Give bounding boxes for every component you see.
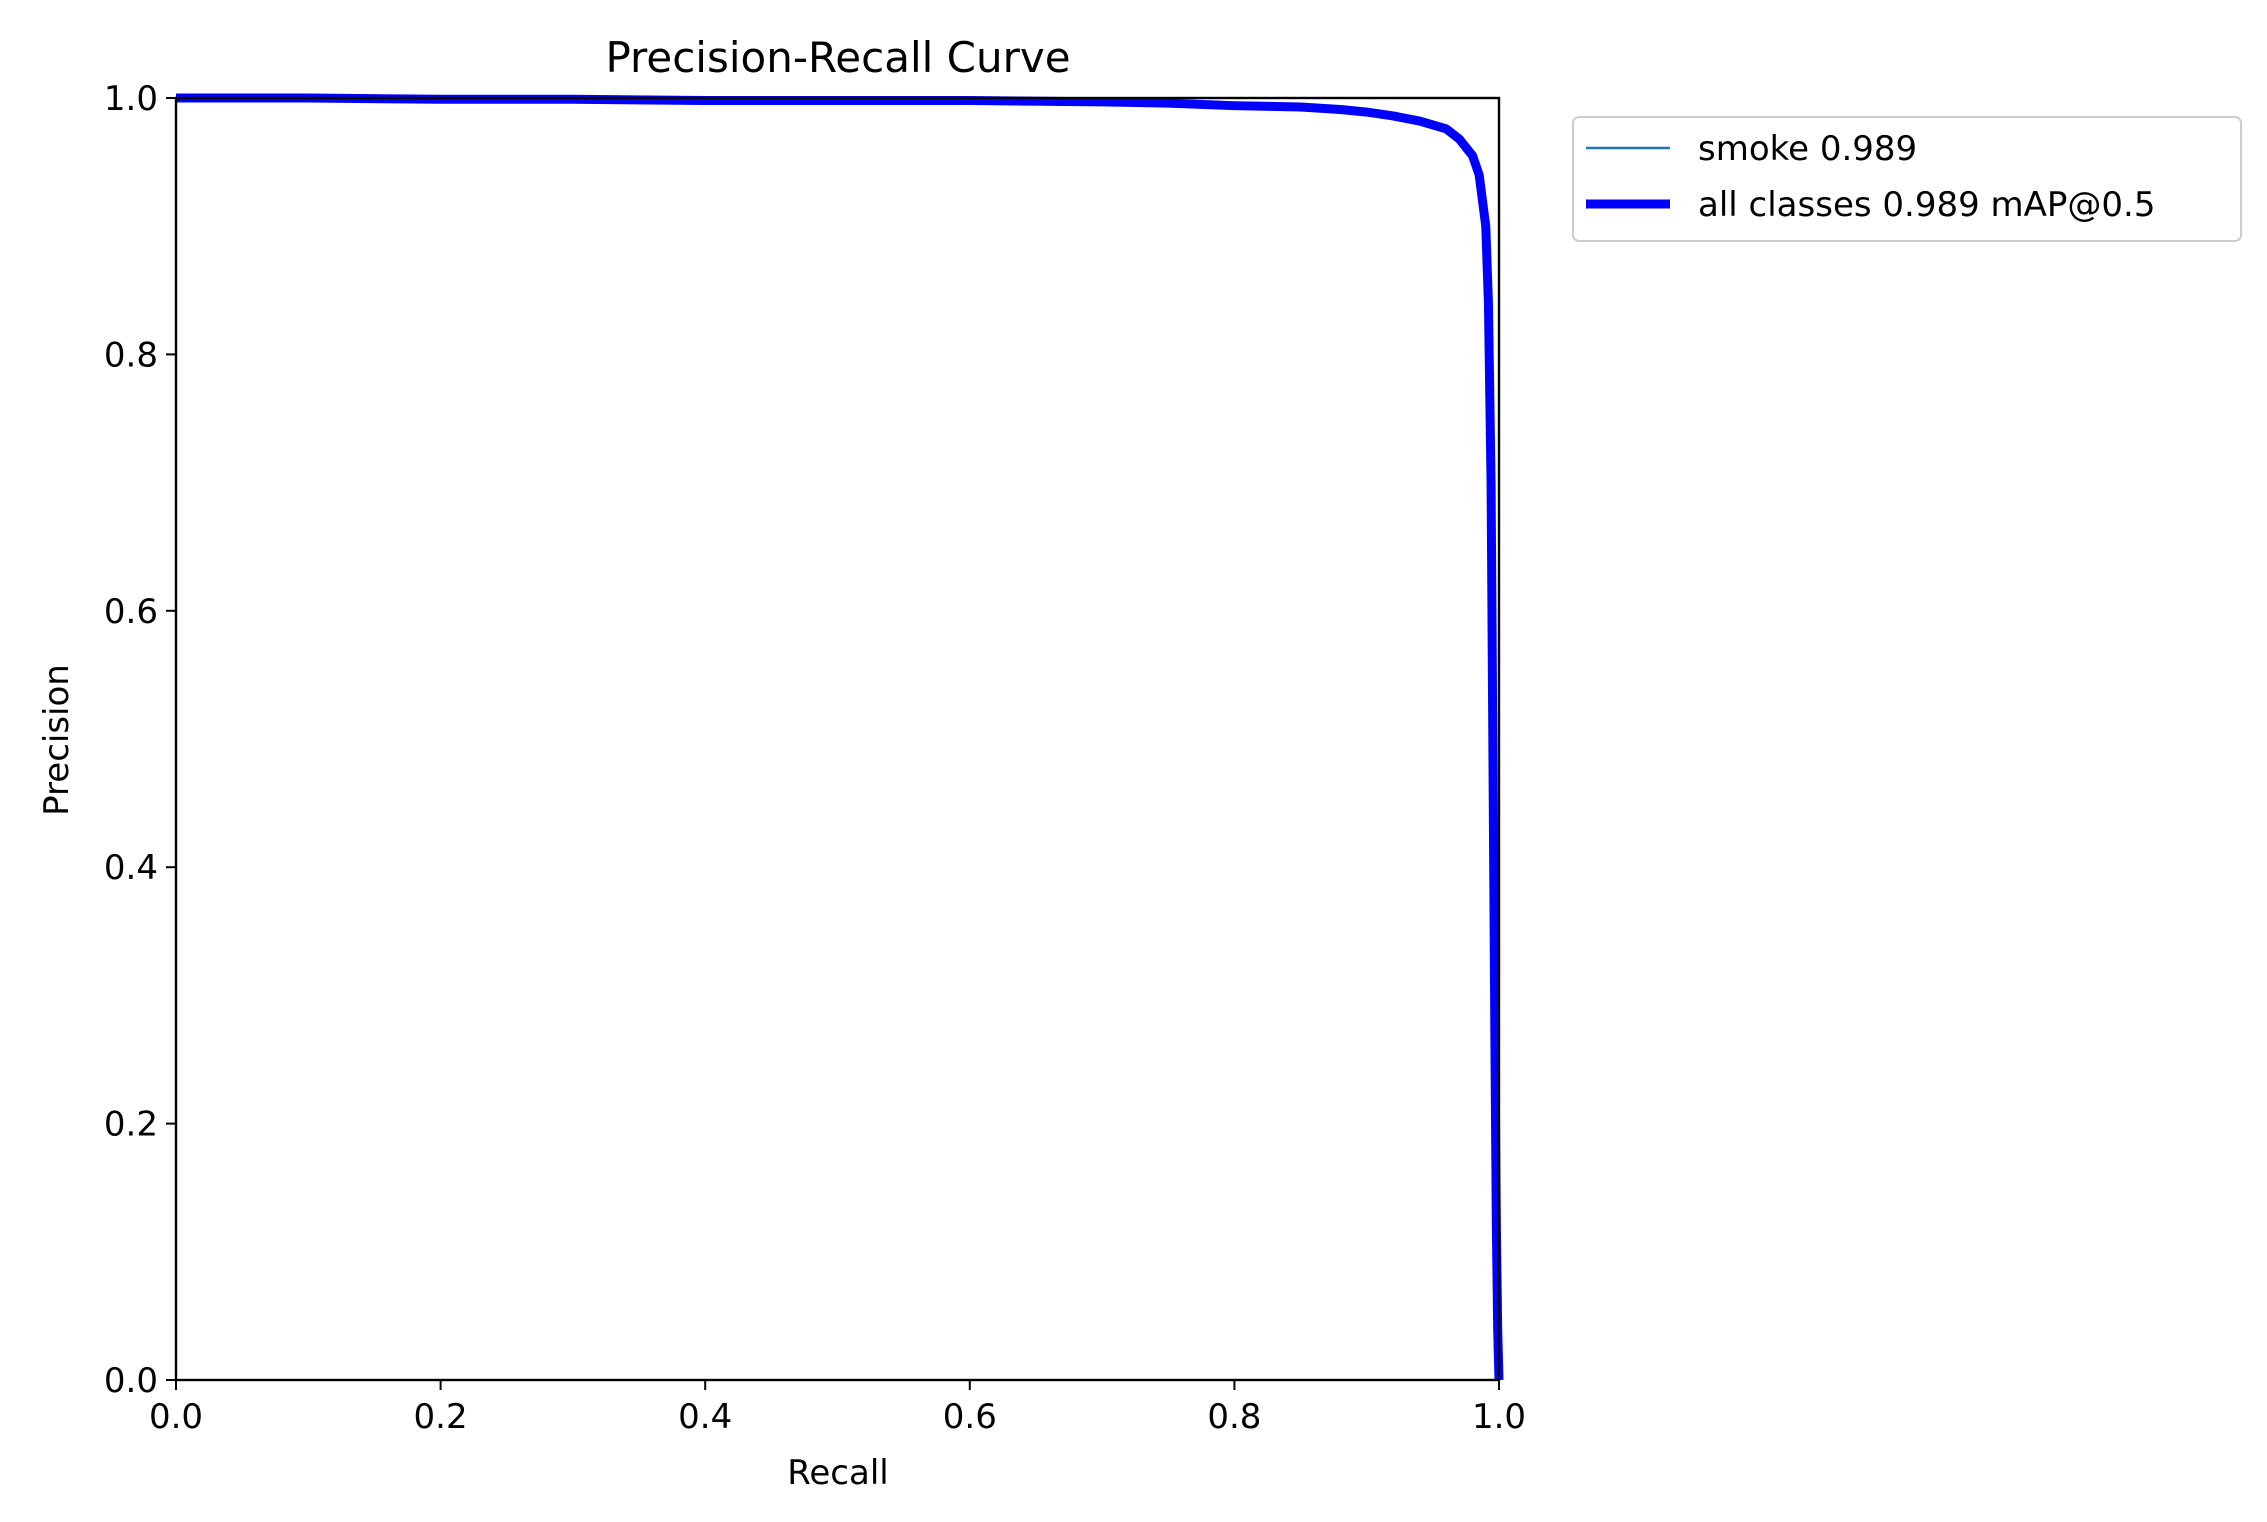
chart-title: Precision-Recall Curve	[605, 33, 1070, 82]
x-tick-label: 0.0	[149, 1397, 203, 1437]
x-tick-label: 0.4	[678, 1397, 732, 1437]
y-tick-label: 0.6	[104, 592, 158, 632]
legend: smoke 0.989 all classes 0.989 mAP@0.5	[1572, 116, 2242, 242]
y-tick-label: 1.0	[104, 79, 158, 119]
x-axis-label: Recall	[787, 1453, 888, 1493]
y-tick-label: 0.0	[104, 1361, 158, 1401]
series-layer	[176, 93, 1504, 1381]
x-axis-ticks: 0.0 0.2 0.4 0.6 0.8 1.0	[149, 1380, 1526, 1437]
x-tick-label: 0.2	[414, 1397, 468, 1437]
x-tick-label: 1.0	[1472, 1397, 1526, 1437]
y-tick-label: 0.2	[104, 1105, 158, 1145]
y-axis-ticks: 0.0 0.2 0.4 0.6 0.8 1.0	[104, 79, 176, 1401]
legend-box	[1572, 116, 2242, 242]
y-tick-label: 0.8	[104, 335, 158, 375]
plot-area: 0.0 0.2 0.4 0.6 0.8 1.0 0.0 0.2 0.4 0.6 0.8 1.0	[104, 79, 1526, 1437]
series-line-all-classes	[176, 93, 1504, 1381]
x-tick-label: 0.6	[943, 1397, 997, 1437]
y-tick-label: 0.4	[104, 848, 158, 888]
plot-frame	[174, 96, 1501, 1382]
legend-label-smoke: smoke 0.989	[1698, 129, 1917, 169]
x-tick-label: 0.8	[1207, 1397, 1261, 1437]
y-axis-label: Precision	[37, 664, 77, 816]
legend-label-all-classes: all classes 0.989 mAP@0.5	[1698, 185, 2155, 225]
